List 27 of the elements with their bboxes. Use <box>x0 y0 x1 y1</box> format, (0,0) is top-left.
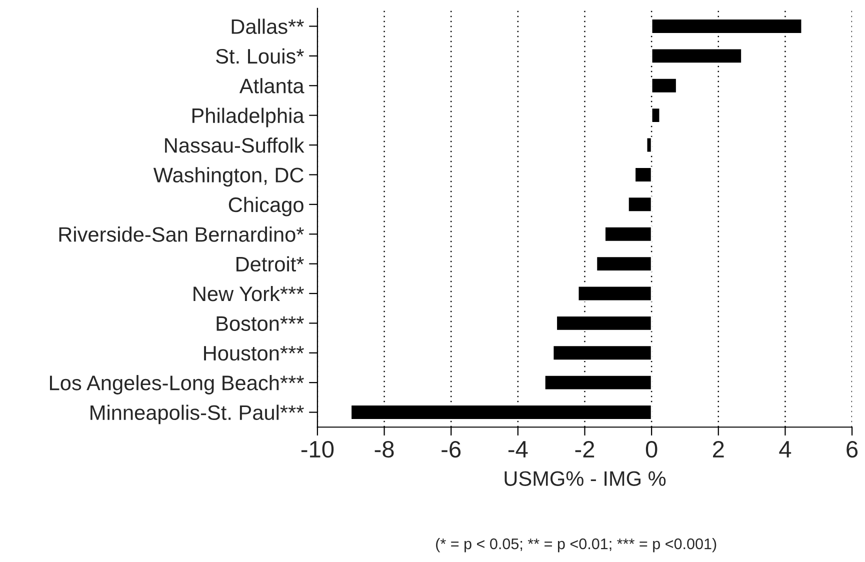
x-tick-label: 0 <box>646 440 658 458</box>
bar <box>604 226 652 242</box>
y-tick-label: Minneapolis-St. Paul*** <box>90 404 304 424</box>
x-tick-label: -10 <box>301 440 334 458</box>
y-tick-label: New York*** <box>194 286 304 302</box>
y-tick-label: Houston*** <box>204 346 304 361</box>
y-tick-label: St. Louis* <box>216 48 304 64</box>
y-tick-label: Detroit* <box>236 256 304 272</box>
y-tick-label: Atlanta <box>239 78 304 94</box>
y-tick-label: Philadelphia <box>192 108 304 128</box>
bar <box>596 256 652 272</box>
y-tick-label: Boston*** <box>216 316 304 331</box>
y-tick-label: Dallas** <box>232 18 304 34</box>
y-tick-label: Washington, DC <box>153 167 304 187</box>
x-tick-label: 6 <box>846 440 858 458</box>
x-tick-label: -6 <box>442 440 461 458</box>
y-tick-label: Riverside-San Bernardino* <box>59 226 304 242</box>
y-tick-label: Chicago <box>228 196 304 216</box>
x-tick-label: -4 <box>508 441 528 458</box>
x-axis-title: USMG% - IMG % <box>504 471 666 486</box>
y-tick-label: Los Angeles-Long Beach*** <box>50 375 304 394</box>
x-tick-label: -2 <box>575 440 594 458</box>
x-tick-label: 4 <box>779 441 792 458</box>
y-tick-label: Nassau-Suffolk <box>165 137 304 153</box>
text: (* = p < 0.05; ** = p <0.01; *** = p <0.001) <box>436 538 716 552</box>
x-tick-label: -8 <box>374 440 394 458</box>
x-tick-label: 2 <box>713 440 724 458</box>
